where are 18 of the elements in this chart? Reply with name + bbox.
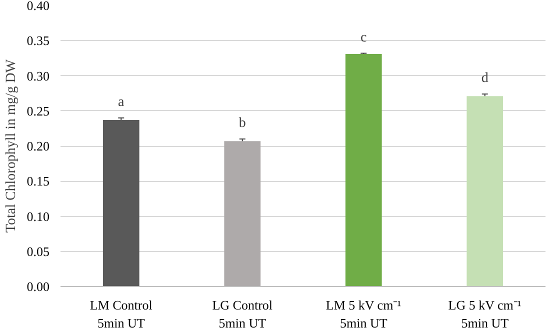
annotation: c [360,30,367,46]
annotation: d [481,71,488,86]
y-tick-label: 0.40 [26,0,50,13]
x-tick-label: LG 5 kV cm⁻¹ 5min UT [448,298,522,330]
y-axis-title: Total Chlorophyll in mg/g DW [4,58,19,233]
y-tick-label: 0.25 [26,103,50,118]
y-tick-label: 0.10 [26,208,50,224]
y-tick-label: 0.00 [26,279,50,294]
annotation: a [118,94,126,110]
y-tick-label: 0.15 [26,174,50,189]
x-tick-label: LM Control 5min UT [90,298,153,330]
annotation: b [238,116,246,131]
x-tick-label: LM 5 kV cm⁻¹ 5min UT [326,298,402,330]
y-tick-label: 0.35 [26,33,50,48]
x-tick-label: LG Control 5min UT [212,298,273,330]
y-tick-label: 0.30 [26,68,50,84]
y-tick-label: 0.05 [26,244,50,259]
y-tick-label: 0.20 [26,138,50,154]
